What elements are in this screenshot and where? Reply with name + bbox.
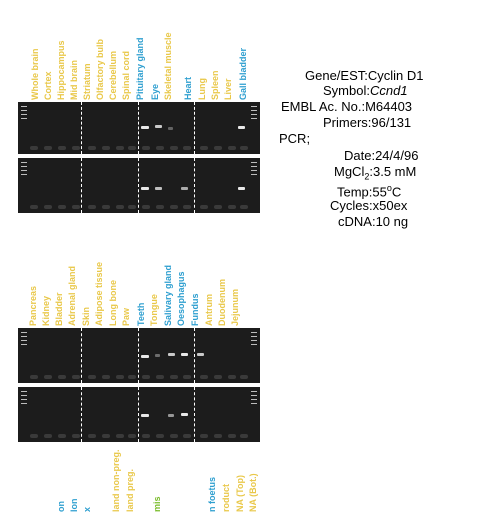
symbol-value: Ccnd1: [369, 83, 408, 98]
lane-label: Oesophagus: [176, 271, 186, 326]
gel-image: [18, 102, 260, 154]
lane-label: Pituitary gland: [135, 37, 145, 100]
lane-label: roduct: [221, 484, 231, 512]
cdna-value: 10 ng: [375, 214, 409, 229]
panel1-lane-labels: Whole brain Cortex Hippocampus Mid brain…: [0, 0, 260, 100]
cycles-value: x50ex: [372, 198, 408, 213]
temp-row: Temp:55oC: [337, 181, 401, 199]
primers-value: 96/131: [371, 115, 412, 130]
lane-label: NA (Bot.): [248, 473, 258, 512]
temp-value: 55: [372, 184, 387, 200]
lane-label: Spleen: [210, 70, 220, 100]
mgcl-value: 3.5 mM: [372, 164, 417, 179]
primers-row: Primers:96/131: [323, 115, 411, 130]
temp-key: Temp:: [337, 184, 373, 200]
lane-label: Bladder: [54, 292, 64, 326]
primers-key: Primers:: [323, 115, 372, 130]
mgcl-subscript: 2: [364, 171, 370, 182]
cycles-key: Cycles:: [330, 198, 373, 213]
panel3-lane-labels: on lon x land non-preg. land preg. mis n…: [0, 412, 260, 512]
gene-value: Cyclin D1: [367, 68, 424, 83]
lane-label: Striatum: [82, 63, 92, 100]
date-row: Date:24/4/96: [344, 148, 418, 163]
lane-label: land preg.: [125, 468, 135, 512]
symbol-row: Symbol:Ccnd1: [323, 83, 408, 98]
lane-label: Heart: [183, 76, 193, 100]
lane-label: Duodenum: [217, 279, 227, 326]
lane-label: Olfactory bulb: [95, 38, 105, 100]
temp-degree: o: [386, 183, 392, 193]
cycles-row: Cycles:x50ex: [330, 198, 407, 213]
lane-label: Skeletal muscle: [163, 32, 173, 100]
lane-label: Cerebellum: [108, 50, 118, 100]
embl-key: EMBL Ac. No.:: [281, 99, 366, 114]
temp-unit: C: [391, 184, 402, 200]
lane-label: x: [82, 506, 92, 512]
lane-label: mis: [152, 496, 162, 512]
lane-label: n foetus: [207, 477, 217, 512]
lane-label: Jejunum: [230, 288, 240, 326]
lane-label: Kidney: [41, 295, 51, 326]
gel-image: [18, 158, 260, 213]
cdna-row: cDNA:10 ng: [338, 214, 408, 229]
lane-label: NA (Top): [235, 475, 245, 512]
gene-row: Gene/EST:Cyclin D1: [305, 68, 424, 83]
lane-label: Eye: [150, 83, 160, 100]
gel-image: [18, 328, 260, 383]
mgcl-key: MgCl: [334, 164, 365, 179]
lane-label: Whole brain: [30, 48, 40, 101]
lane-label: Skin: [81, 306, 91, 326]
lane-label: Teeth: [136, 302, 146, 326]
panel2-lane-labels: Pancreas Kidney Bladder Adrenal gland Sk…: [0, 226, 260, 326]
pcr-label: PCR;: [279, 131, 311, 146]
lane-label: Hippocampus: [56, 40, 66, 100]
lane-label: land non-preg.: [111, 449, 121, 512]
lane-label: Long bone: [108, 280, 118, 326]
lane-label: Salivary gland: [163, 264, 173, 326]
lane-label: Gall bladder: [238, 47, 248, 100]
mgcl-row: MgCl2:3.5 mM: [334, 164, 416, 185]
embl-row: EMBL Ac. No.:M64403: [281, 99, 412, 114]
lane-label: Adrenal gland: [67, 265, 77, 326]
cdna-key: cDNA:: [338, 214, 376, 229]
lane-label: Tongue: [149, 294, 159, 326]
embl-value: M64403: [365, 99, 413, 114]
gene-key: Gene/EST:: [305, 68, 368, 83]
lane-label: Fundus: [190, 293, 200, 327]
mgcl-separator: :: [369, 164, 373, 179]
lane-label: Mid brain: [69, 60, 79, 100]
lane-label: Liver: [223, 78, 233, 100]
date-key: Date:: [344, 148, 376, 163]
lane-label: Cortex: [43, 71, 53, 100]
date-value: 24/4/96: [375, 148, 419, 163]
lane-label: Spinal cord: [121, 50, 131, 100]
lane-label: on: [56, 501, 66, 512]
gel-image: [18, 387, 260, 442]
lane-label: Antrum: [204, 294, 214, 326]
lane-label: Adipose tissue: [94, 261, 104, 326]
lane-label: Pancreas: [28, 285, 38, 326]
lane-label: Lung: [197, 78, 207, 100]
lane-label: lon: [69, 498, 79, 512]
lane-label: Paw: [121, 307, 131, 326]
symbol-key: Symbol:: [323, 83, 370, 98]
